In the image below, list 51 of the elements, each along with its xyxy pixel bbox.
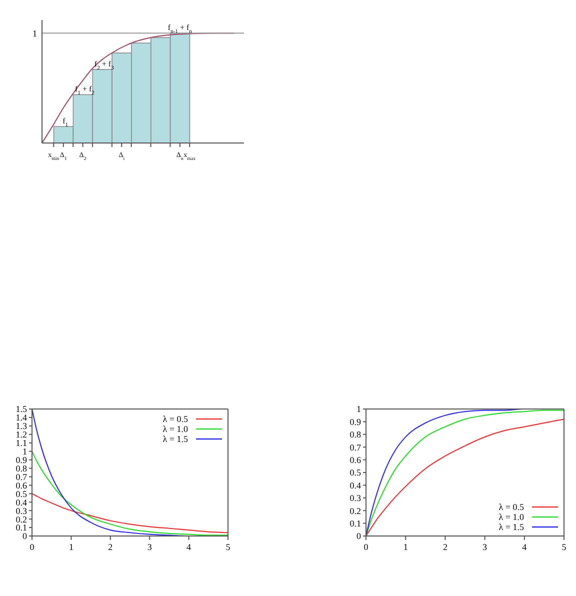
y-tick-label: 0 — [22, 531, 28, 542]
y-tick-label: 0.7 — [350, 442, 362, 452]
legend-label: λ = 0.5 — [498, 502, 524, 512]
y-tick-label: 0.2 — [16, 514, 27, 524]
y-tick-label: 0.4 — [350, 480, 362, 490]
x-tick-label: 3 — [147, 542, 152, 552]
y-tick-label: 1.4 — [16, 412, 28, 423]
legend-label: λ = 1.5 — [162, 434, 188, 444]
y-tick-label: 0.5 — [350, 468, 362, 478]
y-tick-label: 1 — [22, 446, 27, 457]
y-tick-label: 0.1 — [350, 518, 361, 528]
x-tick-label: 2 — [442, 542, 448, 552]
x-tick-label: 0 — [364, 542, 369, 552]
x-tick-label: 1 — [68, 542, 74, 552]
annotation: f$_{1}$ + f$_{2}$ — [75, 84, 95, 97]
y-tick-label: 1.5 — [16, 404, 28, 414]
x-tick-label: 3 — [482, 542, 488, 552]
y-tick-label: 0.1 — [16, 522, 27, 533]
y-tick-label: 0.7 — [16, 472, 28, 482]
y-tick-label: 0.3 — [16, 506, 28, 516]
y-tick-label: 0.8 — [350, 430, 362, 440]
x-tick-label: 5 — [226, 542, 231, 552]
y-tick-label: 0.6 — [350, 454, 362, 465]
y-tick-label: 1 — [356, 404, 361, 414]
y-tick-label: 1.1 — [16, 438, 27, 448]
y-tick-label: 1.2 — [16, 430, 27, 440]
y-tick-label: 0.5 — [16, 488, 28, 499]
legend-label: λ = 1.0 — [498, 512, 524, 522]
annotation: f$_{2}$ + f$_{3}$ — [94, 59, 114, 72]
y-tick-label: 0.9 — [16, 454, 28, 465]
y-tick-label: 0.2 — [350, 506, 361, 516]
x-tick-label: 5 — [562, 542, 567, 552]
line-series — [32, 493, 228, 534]
x-tick-label: 4 — [186, 542, 192, 552]
y-tick-label: 0.3 — [350, 493, 362, 504]
legend-label: λ = 0.5 — [162, 414, 188, 424]
x-tick-label: 0 — [30, 542, 35, 552]
x-tick-label: 1 — [403, 542, 408, 552]
x-tick-label: 4 — [522, 542, 528, 552]
legend-label: λ = 1.5 — [498, 522, 524, 532]
annotation: f$_{n-1}$ + f$_{n}$ — [168, 23, 192, 36]
y-tick-label: 0.9 — [350, 416, 362, 427]
y-tick-label: 0 — [356, 531, 362, 542]
x-tick-label: 2 — [108, 542, 113, 552]
y-tick-label: 0.6 — [16, 480, 28, 490]
legend-label: λ = 1.0 — [162, 424, 188, 434]
y-tick-label: 1.3 — [16, 421, 28, 432]
annotation: f$_{1}$ — [62, 116, 68, 129]
y-tick-label: 0.8 — [16, 463, 28, 474]
ref-line-label: 1 — [32, 28, 37, 38]
y-tick-label: 0.4 — [16, 497, 28, 508]
